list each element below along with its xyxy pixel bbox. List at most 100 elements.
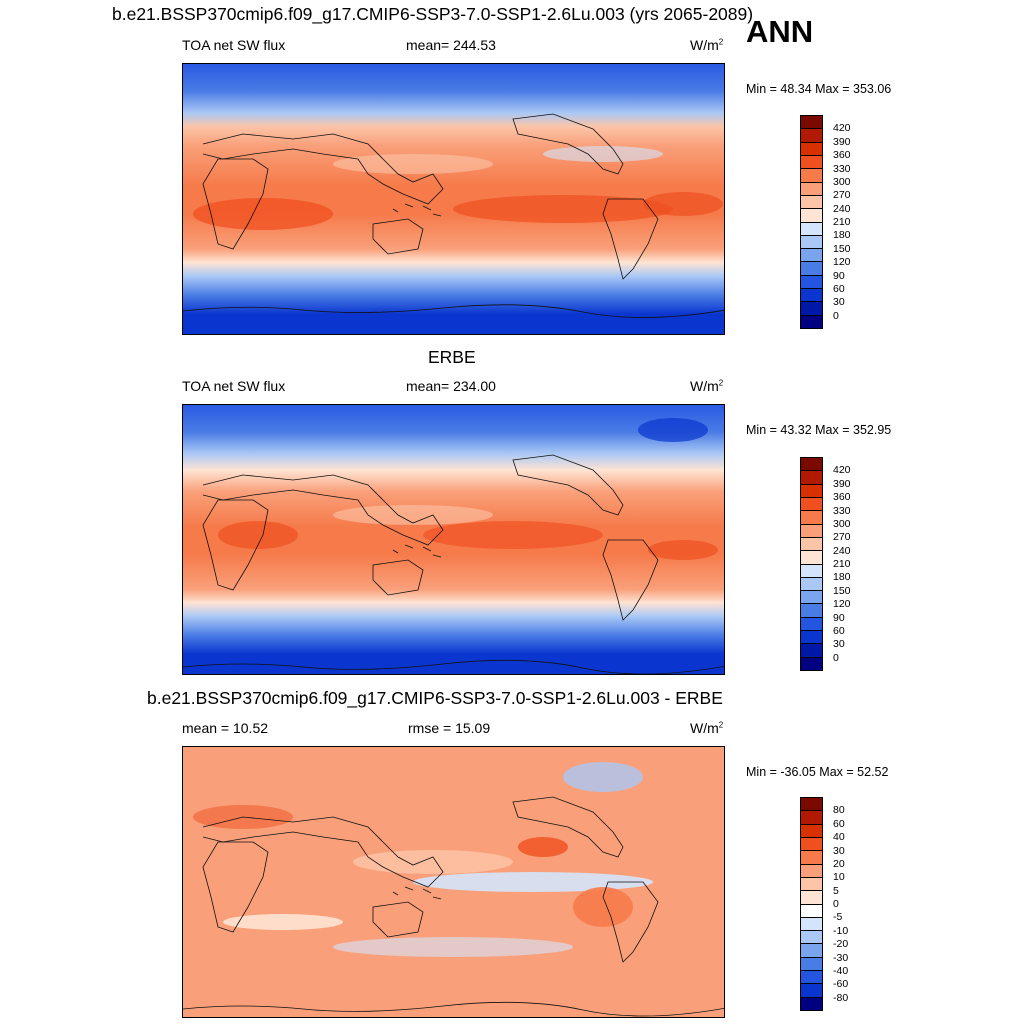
panel1-units: W/m2 (690, 37, 724, 53)
panel1-colorbar-swatch (801, 274, 822, 289)
panel1-colorbar-swatch (801, 288, 822, 302)
panel2-colorbar-swatch (801, 536, 822, 551)
panel3-colorbar-swatch (801, 810, 822, 824)
panel3-map-field (183, 747, 724, 1017)
panel3-colorbar-tick-label: 0 (833, 898, 839, 910)
panel1-colorbar-swatch (801, 181, 822, 195)
panel2-colorbar-tick-label: 0 (833, 651, 839, 664)
panel1-colorbar (800, 115, 823, 329)
panel3-colorbar (800, 797, 823, 1011)
panel1-colorbar-swatch (801, 141, 822, 155)
panel2-colorbar-swatch (801, 470, 822, 484)
panel2-colorbar-swatch (801, 603, 822, 617)
panel1-map (182, 63, 725, 335)
panel3-colorbar-tick-label: 40 (833, 831, 845, 844)
panel1-colorbar-tick-label: 300 (833, 175, 851, 188)
figure-title: b.e21.BSSP370cmip6.f09_g17.CMIP6-SSP3-7.… (112, 4, 754, 24)
panel3-colorbar-tick-label: 20 (833, 857, 845, 870)
panel1-colorbar-tick-label: 150 (833, 242, 851, 255)
panel3-colorbar-tick-label: 60 (833, 817, 845, 830)
panel2-colorbar-tick-label: 180 (833, 571, 851, 584)
panel1-variable-label: TOA net SW flux (182, 37, 286, 53)
panel1-colorbar-tick-label: 30 (833, 296, 845, 309)
panel3-units: W/m2 (690, 720, 724, 736)
panel3-colorbar-swatch (801, 943, 822, 957)
panel2-colorbar-tick-label: 240 (833, 544, 851, 557)
panel3-colorbar-swatch (801, 916, 822, 931)
panel3-colorbar-swatch (801, 970, 822, 984)
panel3-colorbar-swatch (801, 863, 822, 877)
panel2-colorbar-tick-label: 420 (833, 464, 851, 477)
panel2-map-field (183, 405, 724, 674)
panel2-title: ERBE (428, 347, 476, 367)
panel2-colorbar-swatch (801, 656, 822, 670)
panel1-colorbar-tick-label: 390 (833, 135, 851, 148)
panel3-colorbar-tick-label: -5 (833, 911, 843, 924)
panel1-colorbar-tick-label: 0 (833, 309, 839, 322)
panel1-colorbar-tick-label: 270 (833, 189, 851, 202)
panel1-colorbar-tick-label: 420 (833, 122, 851, 135)
panel3-rmse-label: rmse = 15.09 (408, 720, 491, 736)
panel2-map (182, 404, 725, 675)
season-label: ANN (746, 14, 814, 49)
panel3-colorbar-tick-label: -10 (833, 924, 849, 937)
panel2-mean-label: mean= 234.00 (406, 378, 496, 394)
panel2-colorbar-swatch (801, 458, 822, 471)
panel3-colorbar-swatch (801, 956, 822, 971)
panel3-colorbar-swatch (801, 836, 822, 851)
panel1-minmax: Min = 48.34 Max = 353.06 (746, 82, 892, 96)
panel1-colorbar-swatch (801, 128, 822, 142)
panel2-colorbar-tick-label: 60 (833, 624, 845, 637)
panel2-colorbar-swatch (801, 510, 822, 524)
panel3-map (182, 746, 725, 1018)
panel2-minmax: Min = 43.32 Max = 352.95 (746, 423, 892, 437)
panel2-colorbar-tick-label: 330 (833, 504, 851, 517)
panel3-colorbar-tick-label: 30 (833, 844, 845, 857)
panel2-colorbar-swatch (801, 483, 822, 497)
panel1-colorbar-swatch (801, 261, 822, 275)
panel2-colorbar-swatch (801, 523, 822, 537)
panel1-colorbar-tick-label: 330 (833, 162, 851, 175)
panel2-colorbar-swatch (801, 496, 822, 511)
panel3-minmax: Min = -36.05 Max = 52.52 (746, 765, 889, 779)
panel2-colorbar-tick-label: 150 (833, 584, 851, 597)
panel2-colorbar-tick-label: 360 (833, 491, 851, 504)
panel3-colorbar-tick-label: 10 (833, 871, 845, 884)
panel2-colorbar (800, 457, 823, 671)
panel1-colorbar-swatch (801, 154, 822, 169)
panel1-colorbar-swatch (801, 234, 822, 249)
panel3-colorbar-swatch (801, 890, 822, 904)
panel3-colorbar-swatch (801, 798, 822, 811)
panel3-colorbar-swatch (801, 983, 822, 997)
panel3-colorbar-tick-label: -60 (833, 978, 849, 991)
panel2-colorbar-tick-label: 390 (833, 477, 851, 490)
panel3-colorbar-swatch (801, 996, 822, 1010)
panel2-colorbar-tick-label: 270 (833, 531, 851, 544)
panel1-colorbar-swatch (801, 221, 822, 235)
panel2-variable-label: TOA net SW flux (182, 378, 286, 394)
panel2-colorbar-tick-label: 90 (833, 611, 845, 624)
panel1-colorbar-tick-label: 120 (833, 256, 851, 269)
panel1-colorbar-swatch (801, 301, 822, 315)
panel1-colorbar-swatch (801, 248, 822, 262)
panel2-colorbar-tick-label: 120 (833, 598, 851, 611)
panel2-colorbar-swatch (801, 563, 822, 577)
panel3-mean-label: mean = 10.52 (182, 720, 269, 736)
panel1-colorbar-swatch (801, 168, 822, 182)
panel3-colorbar-swatch (801, 823, 822, 837)
panel3-colorbar-tick-label: -20 (833, 938, 849, 951)
panel2-colorbar-tick-label: 30 (833, 638, 845, 651)
panel3-colorbar-tick-label: -40 (833, 964, 849, 977)
panel1-colorbar-tick-label: 240 (833, 202, 851, 215)
panel1-colorbar-swatch (801, 194, 822, 209)
panel3-colorbar-swatch (801, 903, 822, 917)
panel2-colorbar-swatch (801, 550, 822, 564)
panel1-colorbar-tick-label: 60 (833, 282, 845, 295)
panel3-colorbar-tick-label: -80 (833, 991, 849, 1004)
panel1-mean-label: mean= 244.53 (406, 37, 496, 53)
panel2-colorbar-swatch (801, 590, 822, 604)
panel3-title: b.e21.BSSP370cmip6.f09_g17.CMIP6-SSP3-7.… (147, 688, 723, 708)
panel1-colorbar-tick-label: 90 (833, 269, 845, 282)
panel1-colorbar-tick-label: 210 (833, 216, 851, 228)
panel3-colorbar-swatch (801, 876, 822, 891)
